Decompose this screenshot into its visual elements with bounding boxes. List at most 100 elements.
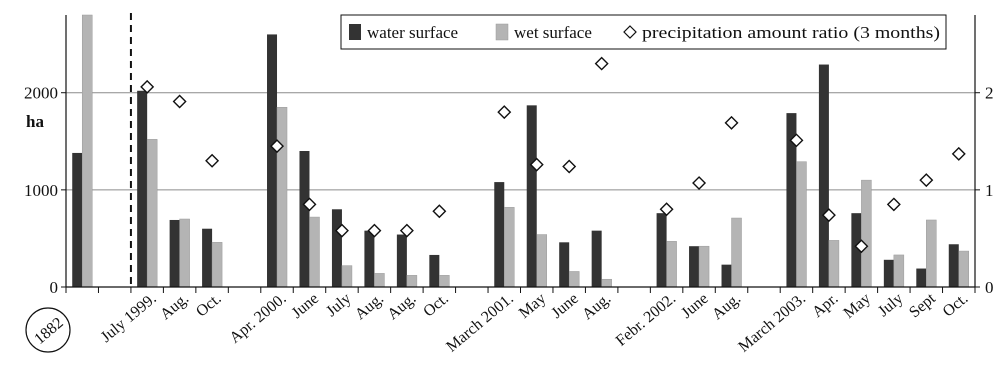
bar-water-surface-july-1999 (137, 90, 148, 288)
reference-year-circle (25, 307, 71, 353)
bar-water-surface-july (883, 259, 894, 287)
precipitation-markers (140, 56, 966, 254)
legend-swatch-water-surface (349, 24, 361, 40)
bar-wet-surface-oct (439, 275, 450, 288)
x-tick-label-july: July (323, 290, 354, 320)
x-tick-label-march-2001: March 2001. (443, 290, 517, 356)
x-tick-label-oct: Oct. (193, 290, 225, 320)
bar-wet-surface-march-2003 (796, 161, 807, 288)
bar-water-surface-oct (948, 244, 959, 287)
marker-precipitation-june (302, 197, 317, 212)
legend: water surface wet surface precipitation am… (340, 14, 947, 50)
bar-water-surface-aug (169, 219, 180, 287)
x-tick-label-febr-2002: Febr. 2002. (613, 290, 679, 350)
bar-wet-surface-1882 (81, 14, 93, 288)
bar-wet-surface-oct (211, 242, 223, 288)
bar-wet-surface-may (536, 234, 547, 288)
bar-water-surface-sept (916, 268, 927, 287)
bar-water-surface-aug (364, 230, 375, 287)
bar-water-surface-febr-2002 (656, 213, 667, 287)
legend-label-water-surface: water surface (367, 23, 458, 42)
bar-wet-surface-july (341, 265, 353, 288)
legend-label-precipitation: precipitation amount ratio (3 months) (642, 23, 940, 42)
bar-wet-surface-apr (828, 240, 840, 288)
marker-precipitation-march-2003 (789, 133, 804, 148)
marker-precipitation-aug (594, 56, 609, 71)
axes (65, 13, 976, 293)
bar-water-surface-oct (202, 228, 213, 287)
marker-precipitation-june (562, 159, 577, 174)
bars (72, 14, 970, 288)
marker-precipitation-aug (724, 115, 739, 130)
marker-precipitation-aug (367, 223, 382, 238)
marker-precipitation-oct (432, 204, 447, 219)
marker-precipitation-aug (399, 223, 414, 238)
x-tick-label-aug: Aug. (709, 290, 744, 323)
bar-water-surface-june (299, 151, 310, 287)
marker-precipitation-oct (951, 146, 966, 161)
gridlines (66, 92, 975, 191)
x-tick-labels: 1882 July 1999.Aug. Oct. Apr. 2000. June July… (25, 290, 971, 356)
bar-wet-surface-march-2001 (504, 207, 515, 288)
bar-wet-surface-aug (179, 218, 190, 288)
bar-water-surface-july (331, 209, 342, 287)
x-tick-label-aug: Aug. (579, 290, 614, 323)
x-tick-label-sept: Sept (906, 290, 939, 322)
bar-wet-surface-june (698, 245, 710, 288)
legend-swatch-precipitation (623, 25, 637, 39)
x-tick-label-may: May (516, 290, 549, 322)
x-tick-label-july-1999: July 1999. (98, 290, 160, 346)
x-tick-label-march-2003: March 2003. (735, 290, 809, 356)
bar-water-surface-aug (396, 234, 407, 287)
y-tick-label-1000: 1000 (24, 181, 58, 200)
x-tick-label-july: July (875, 290, 906, 320)
marker-precipitation-may (854, 239, 869, 254)
bar-water-surface-june (559, 242, 570, 287)
bar-wet-surface-aug (406, 275, 418, 288)
bar-wet-surface-may (861, 179, 872, 288)
x-tick-label-aug: Aug. (157, 290, 192, 323)
x-tick-label-oct: Oct. (420, 290, 452, 320)
legend-label-wet-surface: wet surface (514, 23, 592, 42)
marker-precipitation-apr (821, 208, 836, 223)
legend-box (340, 14, 947, 50)
bar-water-surface-oct (429, 254, 440, 287)
y-tick-label-2000: 2000 (24, 84, 58, 103)
bar-water-surface-aug (721, 264, 732, 287)
bar-water-surface-apr-2000 (267, 34, 278, 287)
bar-water-surface-1882 (72, 152, 83, 287)
x-tick-label-apr: Apr. (809, 290, 841, 321)
marker-precipitation-sept (919, 173, 934, 188)
bar-wet-surface-sept (926, 219, 937, 288)
left-y-ticks: 0 1000 2000 (24, 84, 66, 297)
x-tick-label-apr-2000: Apr. 2000. (227, 290, 290, 347)
bar-water-surface-march-2001 (494, 182, 505, 287)
x-tick-label-may: May (841, 290, 874, 322)
x-tick-label-aug: Aug. (384, 290, 419, 323)
bar-water-surface-june (689, 246, 700, 287)
bar-water-surface-may (851, 213, 862, 287)
bar-water-surface-march-2003 (786, 113, 797, 287)
marker-precipitation-march-2001 (497, 105, 512, 120)
legend-swatch-wet-surface (495, 23, 509, 41)
marker-precipitation-aug (172, 94, 187, 109)
bar-wet-surface-aug (374, 273, 385, 288)
marker-precipitation-febr-2002 (659, 202, 674, 217)
marker-precipitation-june (692, 176, 707, 191)
marker-precipitation-july (334, 223, 349, 238)
x-tick-label-aug: Aug. (352, 290, 387, 323)
bar-water-surface-may (526, 105, 537, 287)
y-axis-unit-label: ha (26, 112, 44, 131)
y2-tick-label-2: 2 (985, 84, 994, 103)
x-tick-label-june: June (548, 290, 581, 322)
bar-wet-surface-apr-2000 (276, 107, 288, 288)
marker-precipitation-oct (205, 153, 220, 168)
bar-water-surface-aug (591, 230, 602, 287)
right-y-ticks: 0 1 2 (975, 84, 994, 297)
bar-wet-surface-july (893, 254, 905, 288)
bar-wet-surface-oct (958, 250, 970, 288)
bar-wet-surface-aug (601, 278, 612, 288)
bar-water-surface-apr (818, 64, 829, 288)
marker-precipitation-july (886, 197, 901, 212)
